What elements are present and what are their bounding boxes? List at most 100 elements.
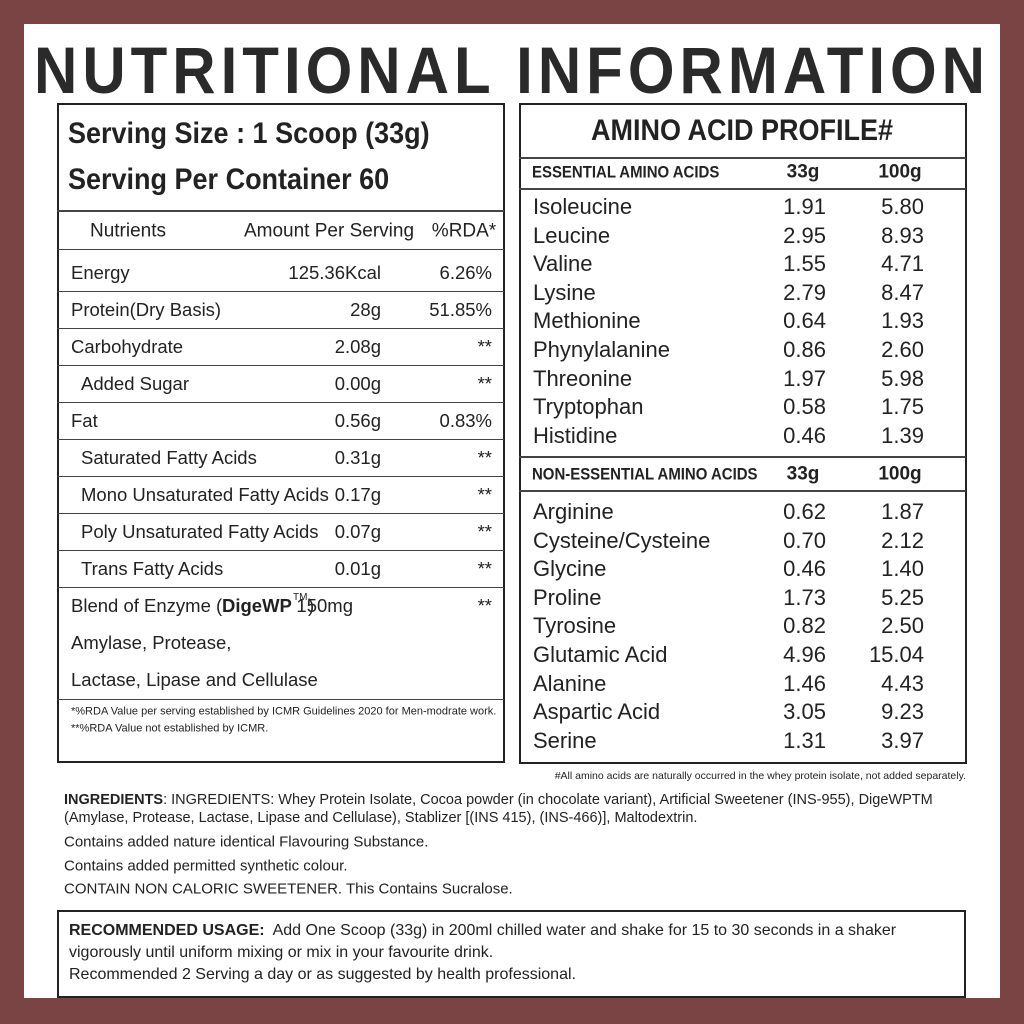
amino-name: Aspartic Acid [533,699,661,725]
rule [57,550,504,551]
ingredients-line: Contains added permitted synthetic colou… [64,857,348,875]
amino-100g: 2.50 [881,613,924,639]
ingredients: INGREDIENTS: INGREDIENTS: Whey Protein I… [64,791,964,827]
amino-name: Methionine [533,308,641,334]
amino-name: Glutamic Acid [533,642,668,667]
nutrient-amount: 2.08g [334,335,381,357]
nutrient-name: Mono Unsaturated Fatty Acids [81,483,329,505]
amino-100g: 5.98 [881,365,924,391]
amino-name: Tyrosine [533,613,617,639]
column-header: %RDA* [431,220,497,242]
column-header: Amount Per Serving [243,220,415,242]
nutrition-box [57,103,505,763]
amino-name: Glycine [533,556,607,582]
section-header: ESSENTIAL AMINO ACIDS [532,162,720,182]
amino-name: Lysine [533,279,596,305]
usage-line: Recommended 2 Serving a day or as sugges… [69,966,576,983]
amino-100g: 1.93 [881,308,924,334]
ingredients-label: INGREDIENTS [64,792,164,808]
amino-name: Alanine [533,670,607,696]
rule [57,365,504,366]
amino-name: Isoleucine [533,194,633,219]
amino-33g: 1.46 [783,670,826,696]
section-header: NON-ESSENTIAL AMINO ACIDS [532,464,758,484]
rule [57,210,504,212]
nutrient-name: Added Sugar [81,372,190,394]
nutrient-name: Fat [71,409,98,431]
rule [57,699,504,700]
blend-tm: TM [293,592,308,603]
nutrient-rda: 0.83% [439,409,492,431]
rule [57,328,504,329]
amino-name: Leucine [533,222,611,248]
rule [57,587,504,588]
amino-box [519,103,967,764]
amino-33g: 3.05 [783,699,826,725]
amino-name: Proline [533,584,602,610]
amino-33g: 4.96 [783,642,826,667]
amino-100g: 2.60 [881,337,924,362]
blend-amount: 150mg [296,594,353,616]
nutrient-name: Poly Unsaturated Fatty Acids [81,520,319,542]
blend-name: Blend of Enzyme ( [71,594,223,616]
nutrient-name: Carbohydrate [71,335,184,357]
label: NUTRITIONAL INFORMATION INGREDIENTS: ING… [24,24,1000,998]
usage-label: RECOMMENDED USAGE: [69,922,265,939]
amino-name: Serine [533,727,597,753]
section-header: 100g [878,463,922,485]
ingredients-line: CONTAIN NON CALORIC SWEETENER. This Cont… [64,880,513,898]
nutrient-rda: ** [477,483,492,505]
nutrient-amount: 0.56g [334,409,381,431]
serving-per-container: Serving Per Container 60 [68,163,390,196]
rule [57,291,504,292]
nutrient-name: Energy [71,261,130,283]
nutrient-name: Protein(Dry Basis) [71,298,222,320]
nutrient-rda: ** [477,372,492,394]
amino-33g: 0.46 [783,422,826,448]
section-header: 33g [786,161,820,183]
amino-100g: 5.80 [881,194,924,219]
nutrient-amount: 125.36Kcal [288,261,381,283]
nutrient-amount: 0.00g [334,372,381,394]
amino-100g: 4.43 [881,670,924,696]
amino-100g: 1.39 [881,422,924,448]
amino-100g: 2.12 [881,527,924,553]
nutrient-rda: 51.85% [429,298,492,320]
amino-33g: 0.86 [783,337,826,362]
amino-100g: 3.97 [881,727,924,753]
rule [519,490,966,492]
amino-name: Arginine [533,499,614,524]
nutrient-amount: 0.01g [334,557,381,579]
amino-note: #All amino acids are naturally occurred … [554,769,966,782]
nutrient-name: Saturated Fatty Acids [81,446,257,468]
section-header: 100g [878,161,922,183]
amino-name: Tryptophan [533,394,644,420]
nutrient-rda: ** [477,557,492,579]
amino-33g: 1.55 [783,251,826,277]
amino-name: Valine [533,251,593,277]
amino-title: AMINO ACID PROFILE# [590,114,894,147]
blend-rda: ** [477,594,492,616]
rule [57,476,504,477]
rule [519,188,966,190]
footnote: **%RDA Value not established by ICMR. [71,722,269,735]
amino-100g: 1.87 [881,499,924,524]
amino-100g: 1.75 [881,394,924,420]
amino-33g: 0.62 [783,499,826,524]
blend-suffix: ) [308,594,315,616]
usage-text: Add One Scoop (33g) in 200ml chilled wat… [69,922,897,961]
amino-33g: 1.31 [783,727,826,753]
title: NUTRITIONAL INFORMATION [33,33,991,108]
blend-line: Amylase, Protease, [71,631,232,653]
nutrient-rda: ** [477,446,492,468]
rule [57,513,504,514]
nutrient-amount: 0.07g [334,520,381,542]
serving-size: Serving Size : 1 Scoop (33g) [68,117,430,150]
amino-100g: 4.71 [881,251,924,277]
section-header: 33g [786,463,820,485]
rule [57,439,504,440]
nutrient-rda: ** [477,335,492,357]
ingredients-text: : INGREDIENTS: Whey Protein Isolate, Coc… [64,792,933,826]
nutrient-amount: 0.31g [334,446,381,468]
